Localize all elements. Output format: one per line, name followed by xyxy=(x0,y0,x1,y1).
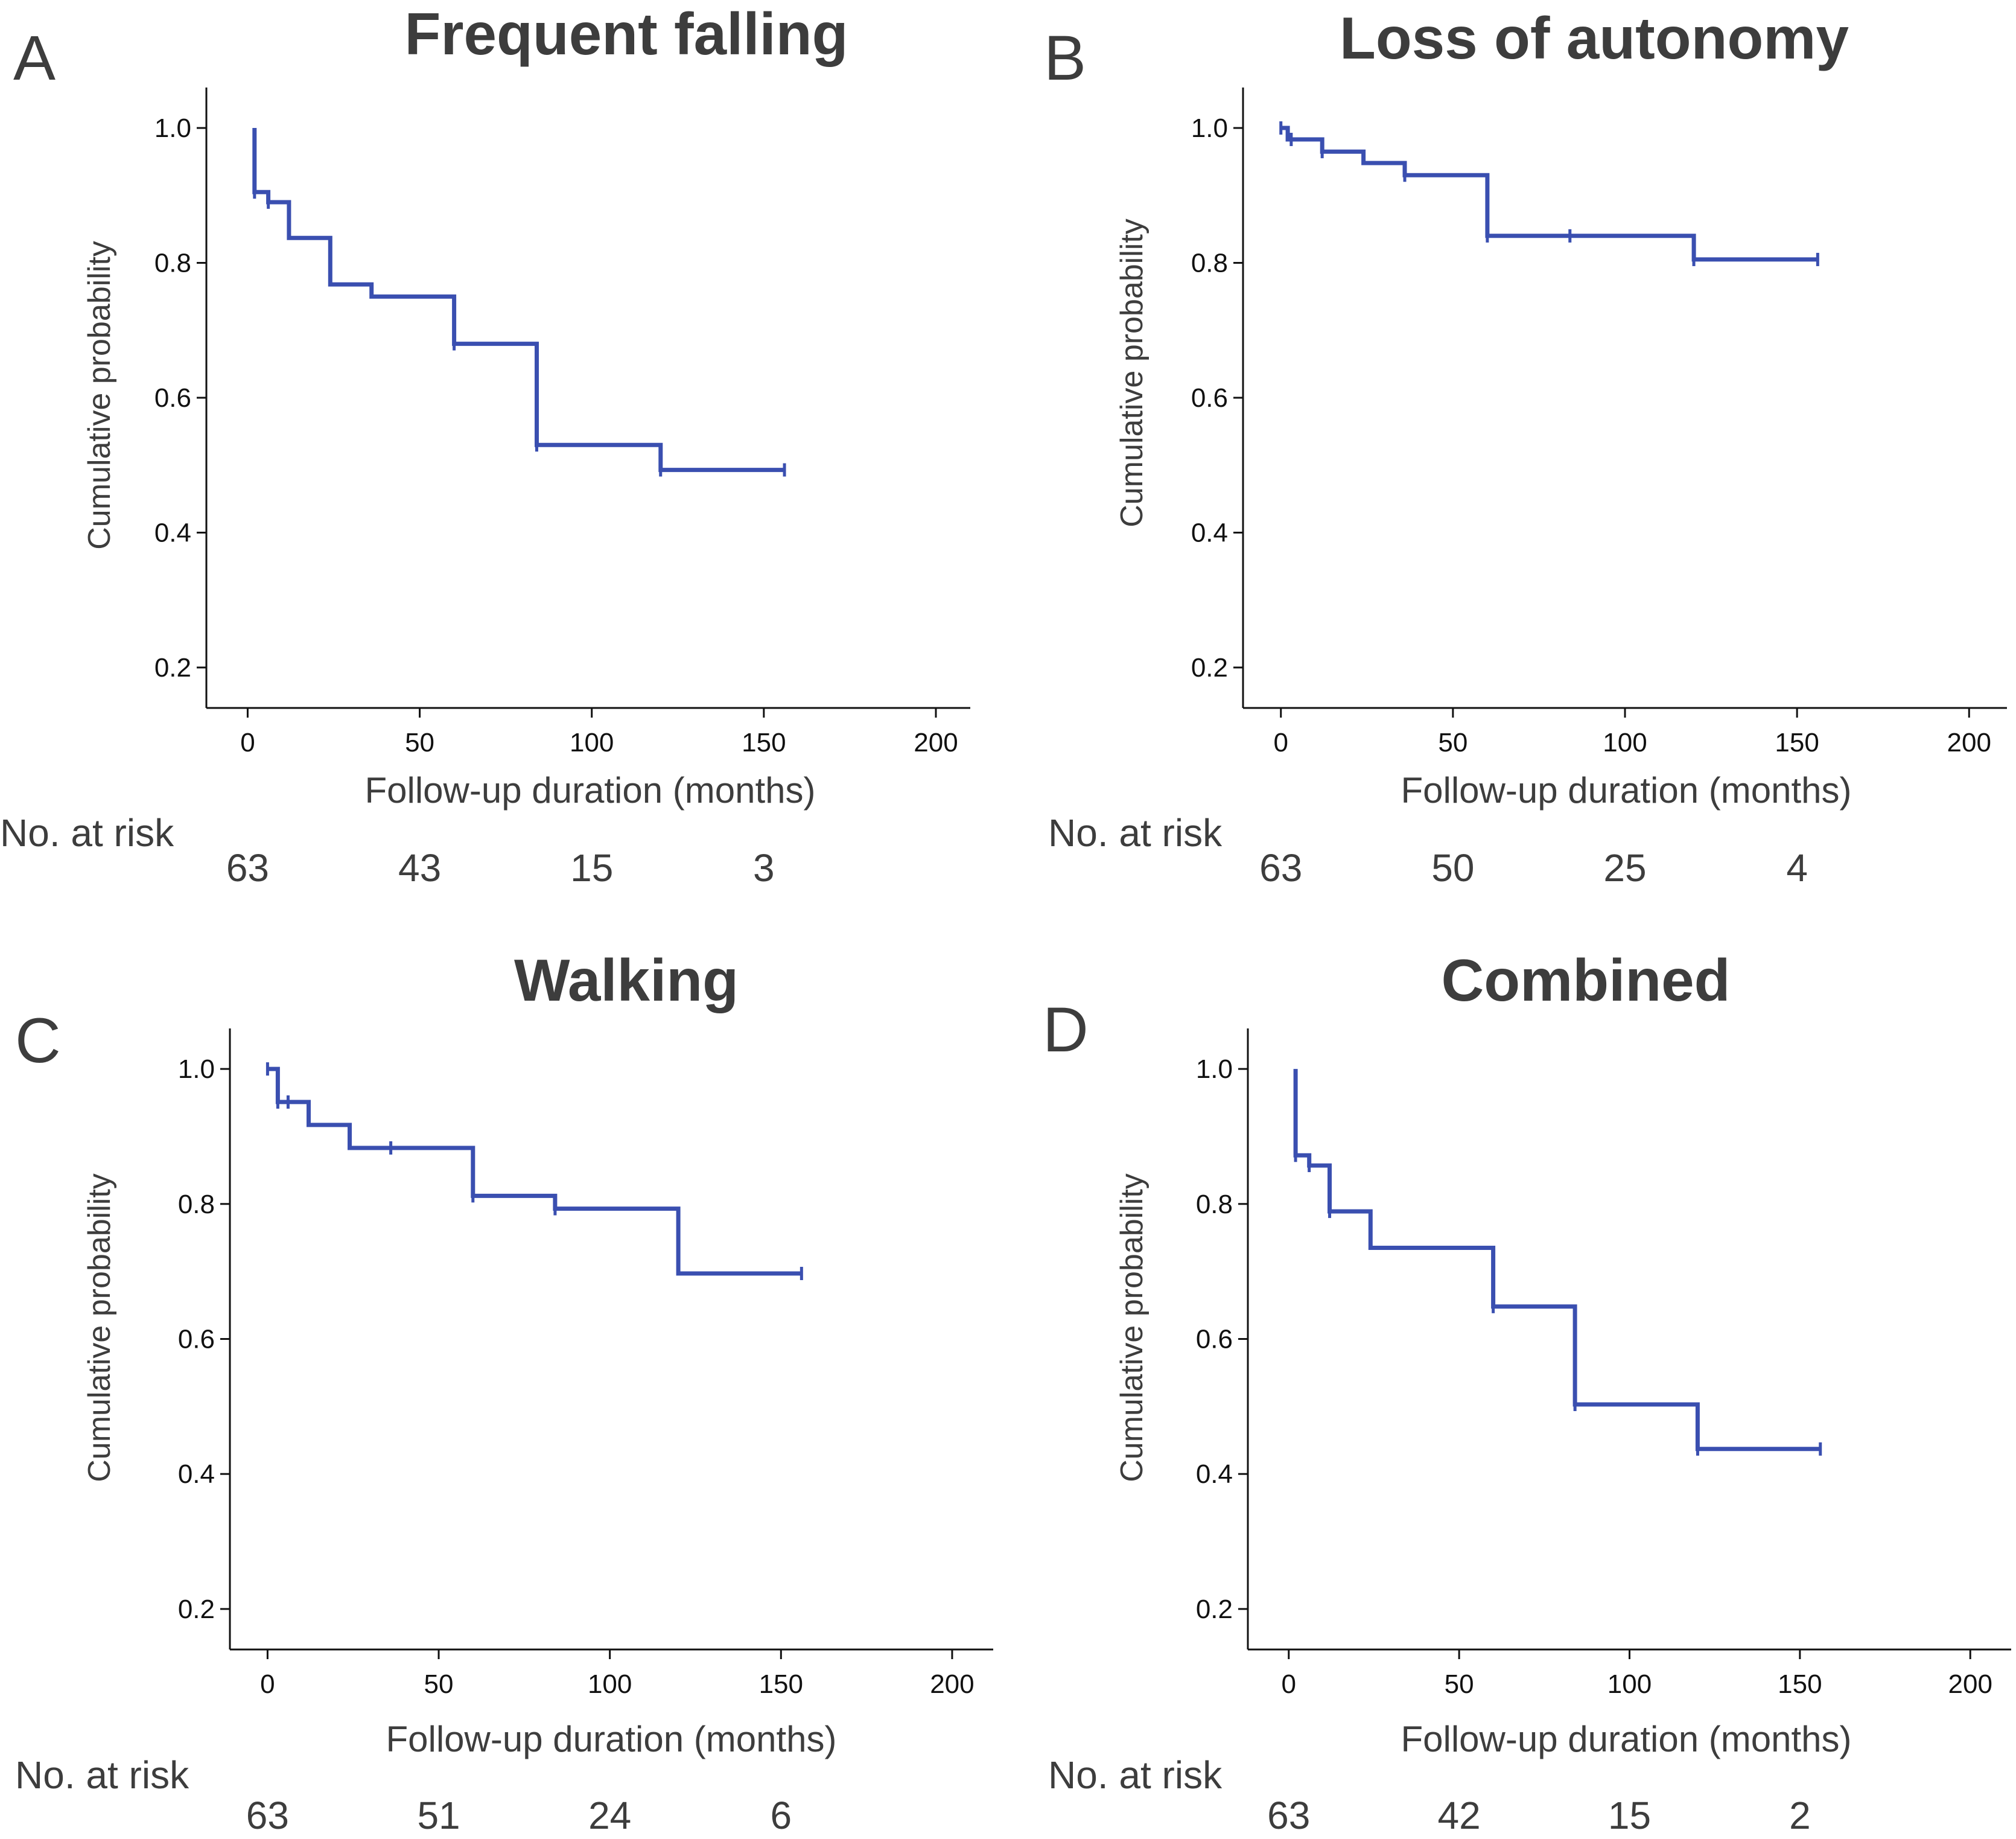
at-risk-count: 15 xyxy=(1608,1794,1651,1837)
y-tick-label: 0.2 xyxy=(1191,653,1228,683)
panel-title-d: Combined xyxy=(1441,947,1730,1013)
y-tick-label: 1.0 xyxy=(154,113,191,143)
panel-letter-a: A xyxy=(13,23,56,94)
x-tick-label: 200 xyxy=(1947,728,1991,757)
at-risk-count: 50 xyxy=(1431,846,1474,890)
x-tick-label: 0 xyxy=(1273,728,1288,757)
at-risk-count: 43 xyxy=(398,846,441,890)
at-risk-count: 4 xyxy=(1786,846,1808,890)
survival-curve-b xyxy=(1280,126,1818,262)
survival-curve-a xyxy=(252,128,785,473)
y-tick-label: 0.2 xyxy=(1196,1595,1233,1624)
risk-table-heading: No. at risk xyxy=(0,811,174,855)
y-tick-label: 0.8 xyxy=(1196,1190,1233,1219)
y-tick-label: 0.2 xyxy=(154,653,191,683)
y-tick-label: 0.4 xyxy=(154,518,191,547)
at-risk-count: 63 xyxy=(226,846,269,890)
y-tick-label: 0.4 xyxy=(1196,1459,1233,1489)
panel-c: C Walking 0.2 0.4 0.6 0.8 1.0 0 50 100 150 200 Follo… xyxy=(15,947,993,1837)
y-tick-label: 0.6 xyxy=(1196,1325,1233,1354)
y-tick-label: 0.4 xyxy=(1191,518,1228,547)
x-axis-label: Follow-up duration (months) xyxy=(386,1719,837,1759)
x-tick-label: 50 xyxy=(1445,1669,1474,1699)
risk-table-heading: No. at risk xyxy=(1048,811,1223,855)
x-tick-label: 0 xyxy=(260,1669,275,1699)
at-risk-count: 24 xyxy=(588,1794,631,1837)
x-tick-label: 100 xyxy=(570,728,614,757)
y-tick-label: 1.0 xyxy=(178,1054,215,1084)
x-axis-label: Follow-up duration (months) xyxy=(1401,1719,1852,1759)
x-tick-label: 0 xyxy=(240,728,255,757)
survival-curve-d xyxy=(1293,1069,1820,1452)
panel-letter-b: B xyxy=(1044,23,1086,94)
panel-title-b: Loss of autonomy xyxy=(1340,5,1849,71)
x-tick-label: 100 xyxy=(588,1669,632,1699)
risk-table-heading: No. at risk xyxy=(1048,1753,1223,1797)
x-tick-label: 200 xyxy=(914,728,958,757)
x-tick-label: 150 xyxy=(759,1669,803,1699)
x-tick-label: 150 xyxy=(1775,728,1819,757)
x-tick-label: 50 xyxy=(1438,728,1467,757)
x-tick-label: 50 xyxy=(424,1669,454,1699)
panel-b: B Loss of autonomy 0.2 0.4 0.6 0.8 1.0 0 50 100 15… xyxy=(1044,5,2007,890)
panel-title-c: Walking xyxy=(514,947,739,1013)
y-tick-label: 0.6 xyxy=(154,383,191,413)
x-tick-label: 200 xyxy=(1948,1669,1992,1699)
y-tick-label: 0.8 xyxy=(178,1190,215,1219)
y-tick-label: 0.2 xyxy=(178,1595,215,1624)
y-axis-label: Cumulative probability xyxy=(82,1173,117,1482)
at-risk-count: 6 xyxy=(770,1794,792,1837)
at-risk-count: 42 xyxy=(1438,1794,1481,1837)
y-tick-label: 1.0 xyxy=(1191,113,1228,143)
y-axis-label: Cumulative probability xyxy=(1115,1173,1150,1482)
x-tick-label: 50 xyxy=(405,728,434,757)
at-risk-count: 63 xyxy=(1267,1794,1310,1837)
survival-curve-c xyxy=(267,1066,802,1276)
panel-letter-d: D xyxy=(1043,995,1089,1065)
y-tick-label: 0.6 xyxy=(178,1325,215,1354)
x-tick-label: 100 xyxy=(1603,728,1647,757)
x-axis-label: Follow-up duration (months) xyxy=(365,770,816,811)
y-tick-label: 0.8 xyxy=(1191,249,1228,278)
x-axis-label: Follow-up duration (months) xyxy=(1401,770,1852,811)
x-tick-label: 0 xyxy=(1282,1669,1296,1699)
at-risk-count: 51 xyxy=(417,1794,460,1837)
y-tick-label: 0.8 xyxy=(154,249,191,278)
y-tick-label: 0.6 xyxy=(1191,383,1228,413)
risk-table-heading: No. at risk xyxy=(15,1753,189,1797)
y-tick-label: 1.0 xyxy=(1196,1054,1233,1084)
x-tick-label: 200 xyxy=(930,1669,974,1699)
panel-a: A Frequent falling 0.2 0.4 0.6 0.8 1.0 0 50 100 15… xyxy=(0,1,970,890)
y-axis-label: Cumulative probability xyxy=(1115,218,1150,527)
at-risk-count: 63 xyxy=(1259,846,1302,890)
x-tick-label: 150 xyxy=(742,728,786,757)
at-risk-count: 2 xyxy=(1789,1794,1811,1837)
x-tick-label: 150 xyxy=(1778,1669,1822,1699)
at-risk-count: 63 xyxy=(246,1794,289,1837)
panel-title-a: Frequent falling xyxy=(405,1,848,67)
y-tick-label: 0.4 xyxy=(178,1459,215,1489)
panel-d: D Combined 0.2 0.4 0.6 0.8 1.0 0 50 100 150 200 Foll… xyxy=(1043,947,2011,1837)
panel-letter-c: C xyxy=(15,1006,61,1076)
x-tick-label: 100 xyxy=(1607,1669,1652,1699)
y-axis-label: Cumulative probability xyxy=(82,241,117,550)
at-risk-count: 25 xyxy=(1603,846,1646,890)
at-risk-count: 15 xyxy=(570,846,613,890)
at-risk-count: 3 xyxy=(753,846,775,890)
